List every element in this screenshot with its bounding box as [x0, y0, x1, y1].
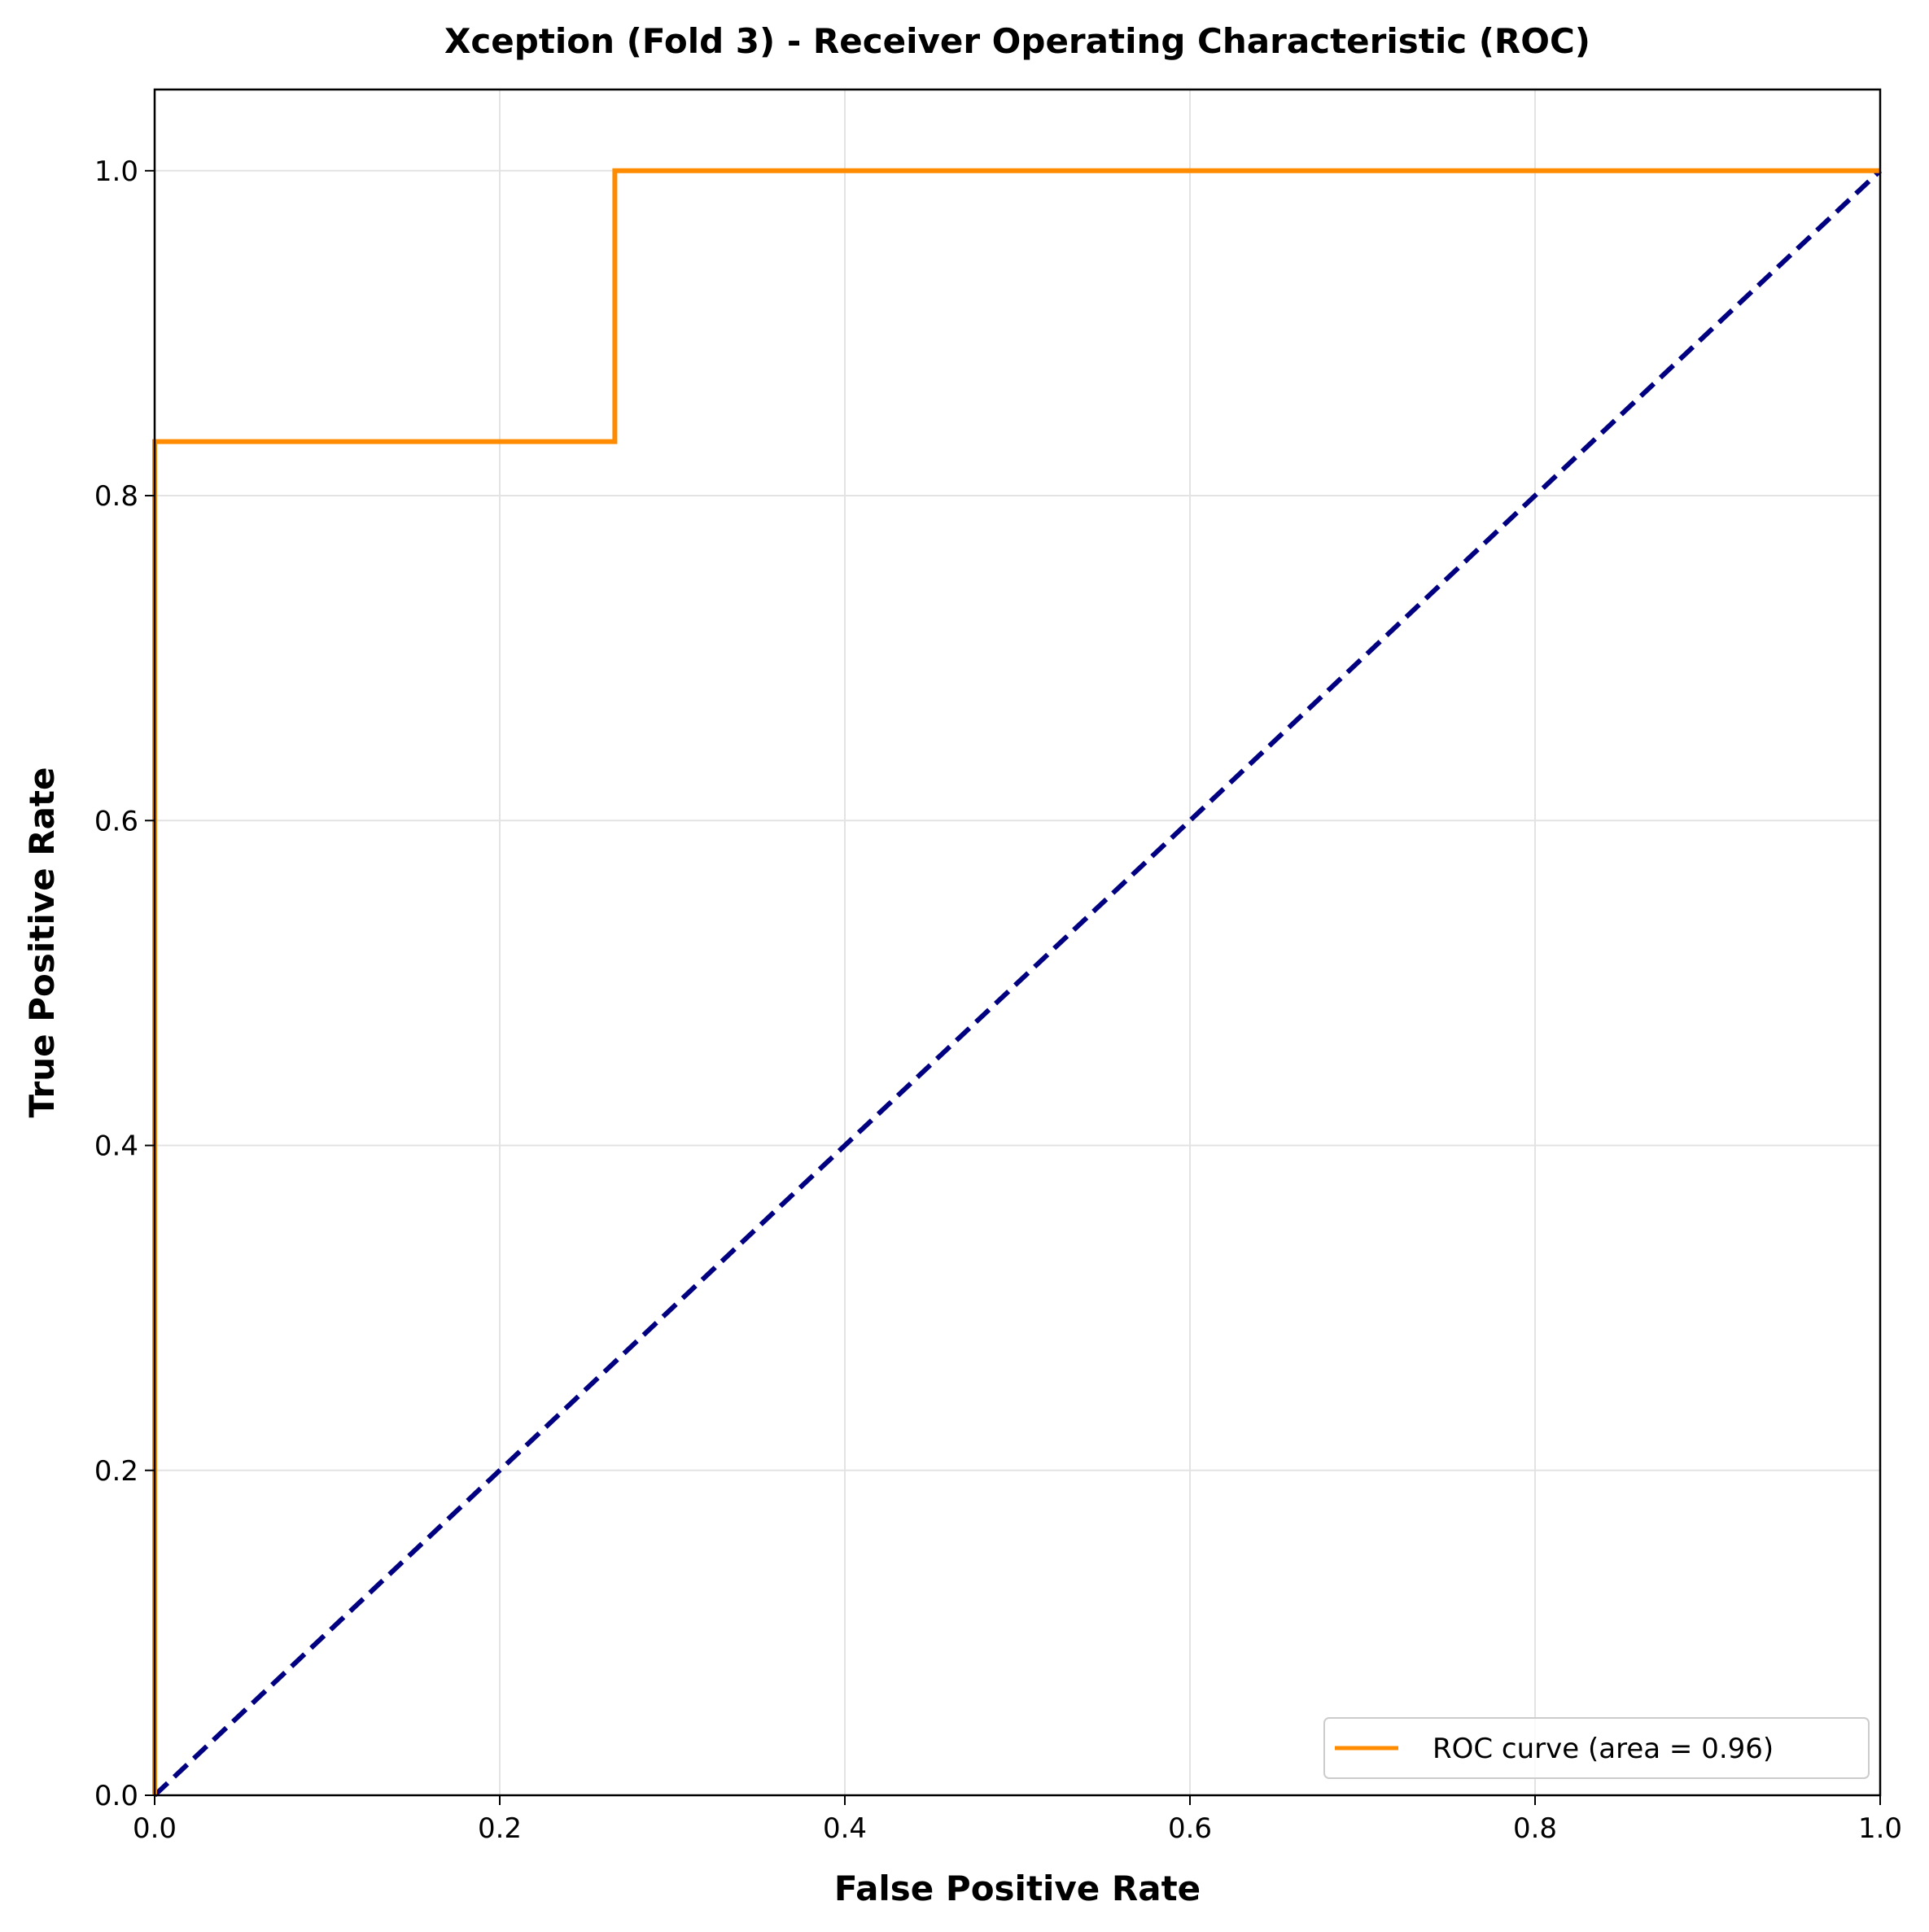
chance-diagonal-line	[152, 168, 1883, 1798]
y-tick-label: 0.2	[94, 1455, 138, 1488]
x-axis-label: False Positive Rate	[834, 1869, 1201, 1908]
y-tick-label: 1.0	[94, 155, 138, 188]
x-tick-label: 0.8	[1513, 1812, 1557, 1845]
x-tick-label: 0.4	[823, 1812, 867, 1845]
x-tick-label: 0.6	[1168, 1812, 1212, 1845]
y-axis-label: True Positive Rate	[22, 767, 62, 1118]
y-tick-label: 0.4	[94, 1130, 138, 1163]
tick-layer: 0.0 0.2 0.4 0.6 0.8 1.0 0.0 0.2 0.4 0.6 0.8 1.0	[94, 155, 1902, 1845]
chart-title: Xception (Fold 3) - Receiver Operating C…	[444, 21, 1590, 61]
y-tick-label: 0.0	[94, 1780, 138, 1812]
legend-label: ROC curve (area = 0.96)	[1433, 1733, 1774, 1765]
legend: ROC curve (area = 0.96)	[1323, 1717, 1870, 1779]
y-tick-label: 0.6	[94, 805, 138, 837]
plot-frame	[153, 88, 1882, 1797]
x-tick-label: 1.0	[1858, 1812, 1902, 1845]
series-layer	[152, 168, 1883, 1798]
legend-box	[1323, 1717, 1870, 1779]
x-tick-label: 0.0	[133, 1812, 177, 1845]
grid-layer	[154, 90, 1881, 1796]
x-tick-label: 0.2	[478, 1812, 522, 1845]
y-tick-label: 0.8	[94, 480, 138, 513]
